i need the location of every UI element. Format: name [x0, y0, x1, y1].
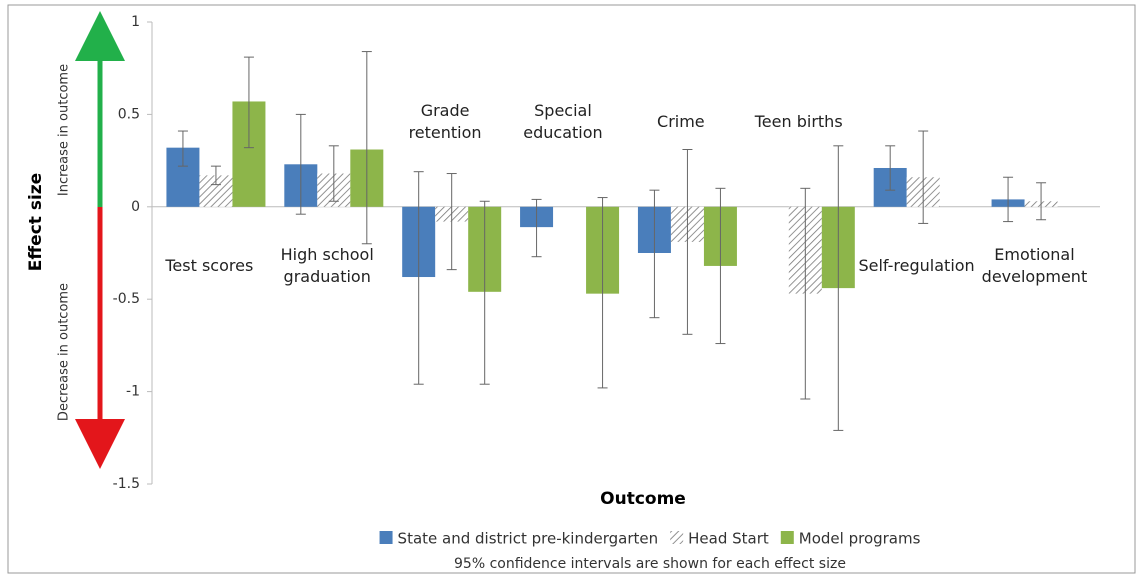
x-axis-title: Outcome [600, 489, 686, 509]
y-tick-label: 1 [131, 14, 140, 30]
category-label: Special education [523, 101, 603, 142]
note: 95% confidence intervals are shown for e… [454, 556, 846, 572]
y-tick-label: -1.5 [113, 476, 140, 492]
decrease-label: Decrease in outcome [57, 283, 72, 421]
frame [7, 4, 1136, 574]
y-tick-label: -0.5 [113, 291, 140, 307]
legend-swatch [670, 531, 684, 544]
category-label: Crime [657, 112, 705, 131]
y-tick-label: -1 [126, 384, 140, 400]
legend-label: Head Start [688, 530, 769, 548]
category-label: Emotional development [981, 245, 1088, 286]
legend-swatch [780, 531, 794, 544]
legend-label: Model programs [799, 530, 921, 548]
category-label: Grade retention [408, 101, 482, 142]
category-label: High school graduation [280, 245, 374, 286]
category-label: Test scores [165, 256, 254, 275]
y-tick-label: 0.5 [118, 106, 140, 122]
category-label: Teen births [754, 112, 843, 131]
legend-label: State and district pre-kindergarten [398, 530, 659, 548]
y-axis-title: Effect size [26, 173, 46, 271]
increase-label: Increase in outcome [57, 64, 72, 196]
legend-swatch [379, 531, 393, 544]
y-tick-label: 0 [131, 199, 140, 215]
category-label: Self-regulation [858, 256, 975, 275]
